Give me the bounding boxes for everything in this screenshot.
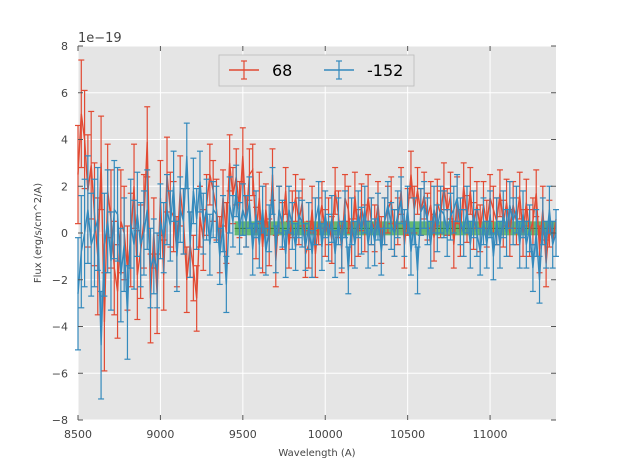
y-tick-label: 0 [61, 227, 68, 240]
x-tick-label: 10000 [308, 428, 343, 441]
y-tick-label: −6 [52, 367, 68, 380]
x-tick-label: 9000 [146, 428, 174, 441]
x-tick-label: 9500 [229, 428, 257, 441]
series-1 [75, 122, 559, 400]
y-tick-label: −2 [52, 274, 68, 287]
series-line [77, 155, 557, 346]
series-layer [75, 59, 559, 400]
x-axis-label: Wavelength (A) [278, 448, 355, 459]
x-tick-label: 8500 [64, 428, 92, 441]
x-tick-label: 11000 [473, 428, 508, 441]
x-tick-label: 10500 [390, 428, 425, 441]
y-tick-label: 2 [61, 180, 68, 193]
y-tick-label: 4 [61, 134, 68, 147]
y-tick-label: 6 [61, 87, 68, 100]
legend-label: -152 [367, 61, 403, 80]
legend-items: 68 -152 [229, 60, 403, 80]
y-axis-label: Flux (erg/s/cm^2/A) [33, 183, 44, 283]
y-tick-label: 8 [61, 40, 68, 53]
y-tick-label: −8 [52, 414, 68, 427]
y-tick-label: −4 [52, 321, 68, 334]
axis-ticks [77, 45, 556, 421]
legend: 68 -152 [218, 54, 415, 87]
y-offset-label: 1e−19 [78, 31, 122, 46]
legend-label: 68 [272, 61, 292, 80]
